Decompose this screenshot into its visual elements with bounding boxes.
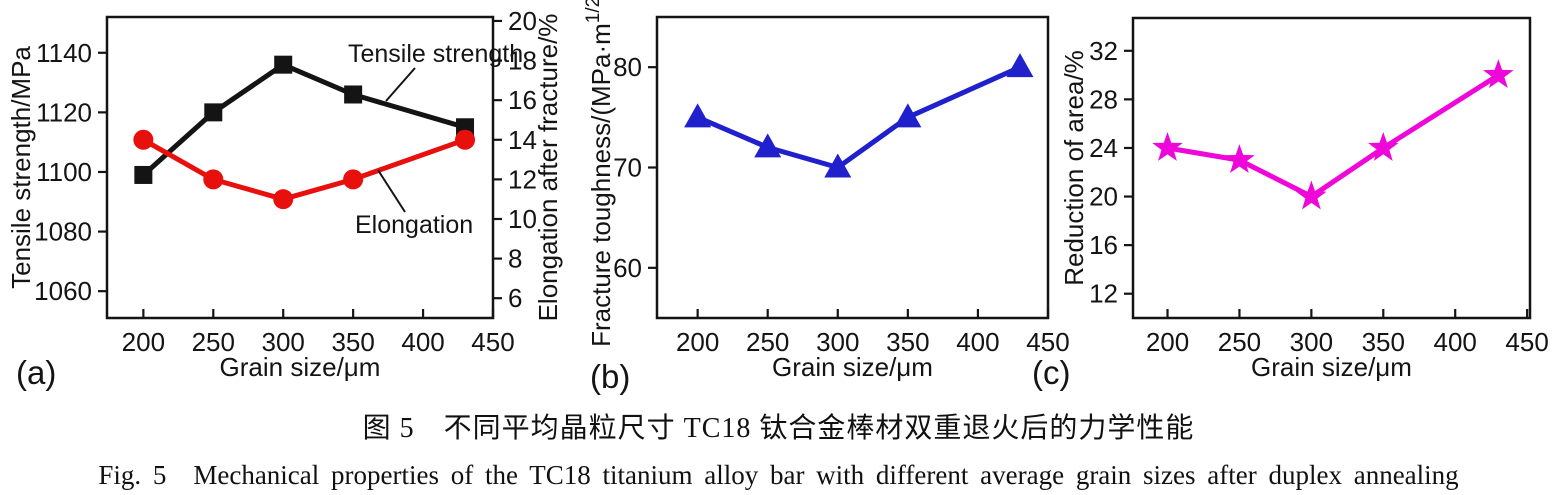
marker-triangle [824, 153, 852, 178]
x-axis-label: Grain size/μm [1251, 352, 1412, 382]
chart-tensile-elongation: 200 250 300 350 400 450 Grain size/μm 1060 1080 1… [6, 6, 563, 391]
x-tick-label: 400 [401, 327, 444, 357]
x-tick-label: 400 [1434, 327, 1477, 357]
series-line-elongation [142, 137, 466, 202]
panel-label: (c) [1032, 354, 1070, 391]
x-tick-label: 350 [331, 327, 374, 357]
annotation-leader-line [385, 67, 416, 102]
y-tick-label: 8 [508, 244, 522, 274]
y-axis-label: Fracture toughness/(MPa·m1/2) [583, 0, 616, 347]
y-tick-label: 6 [508, 283, 522, 313]
x-tick-label: 250 [192, 327, 235, 357]
marker-triangle [684, 103, 712, 128]
marker-star [1296, 180, 1327, 210]
annotation-leader-line [377, 169, 406, 213]
plot-frame [1131, 16, 1532, 320]
series-line-fracture-toughness [696, 64, 1022, 170]
x-tick-label: 350 [886, 327, 929, 357]
y-tick-label: 20 [508, 6, 537, 36]
y-tick-label: 1120 [36, 97, 92, 127]
y-tick-label: 20 [1089, 182, 1118, 212]
marker-star [1368, 132, 1399, 161]
y-tick-label: 80 [613, 52, 642, 82]
marker-circle [203, 169, 224, 190]
x-tick-label: 250 [746, 327, 789, 357]
marker-circle [273, 189, 294, 210]
marker-square [274, 55, 293, 74]
y-tick-label: 1140 [36, 38, 92, 68]
x-tick-label: 350 [1362, 327, 1405, 357]
y-tick-label: 32 [1089, 36, 1118, 66]
y-tick-label: 1100 [36, 157, 92, 187]
y-axis-label: Tensile strength/MPa [6, 46, 36, 289]
y-tick-label: 16 [1089, 230, 1118, 260]
x-tick-label: 450 [1505, 327, 1548, 357]
x-axis-label: Grain size/μm [220, 352, 381, 382]
plot-frame [105, 15, 495, 320]
annotation-label: Elongation [355, 211, 473, 239]
x-tick-label: 450 [471, 327, 514, 357]
x-tick-label: 400 [956, 327, 999, 357]
y-tick-label: 18 [508, 46, 537, 76]
marker-square [204, 103, 223, 122]
x-tick-label: 200 [676, 327, 719, 357]
marker-circle [133, 129, 154, 150]
marker-star [1152, 132, 1183, 161]
y-tick-label: 28 [1089, 84, 1118, 114]
y-tick-label: 16 [508, 85, 537, 115]
y-tick-label: 10 [508, 204, 537, 234]
plot-frame [655, 15, 1050, 320]
x-tick-label: 300 [262, 327, 305, 357]
marker-circle [343, 169, 364, 190]
x-tick-label: 250 [1218, 327, 1261, 357]
y-tick-label: 60 [613, 253, 642, 283]
x-tick-label: 200 [122, 327, 165, 357]
chart-fracture-toughness: 200 250 300 350 400 450 Grain size/μm 60 70 80Fra… [583, 0, 1070, 395]
y-tick-label: 1060 [34, 276, 92, 306]
annotation-label: Tensile strength [348, 40, 523, 68]
y-axis-label: Elongation after fracture/% [533, 14, 563, 322]
marker-circle [455, 129, 476, 150]
series-line-reduction-of-area [1167, 72, 1500, 199]
x-tick-label: 300 [1290, 327, 1333, 357]
y-tick-label: 12 [1089, 279, 1118, 309]
panel-label: (b) [590, 358, 630, 395]
x-tick-label: 450 [1026, 327, 1069, 357]
marker-triangle [1006, 53, 1034, 78]
marker-triangle [754, 133, 782, 158]
y-tick-label: 24 [1089, 133, 1118, 163]
marker-square [134, 165, 153, 184]
y-tick-label: 14 [508, 125, 537, 155]
y-tick-label: 70 [613, 153, 642, 183]
x-tick-label: 300 [816, 327, 859, 357]
marker-triangle [894, 103, 922, 128]
x-tick-label: 200 [1146, 327, 1189, 357]
marker-square [344, 85, 363, 104]
y-axis-label: Reduction of area/% [1059, 50, 1089, 286]
chart-reduction-of-area: 200 250 300 350 400 450 Grain size/μm 12 16 20 24 2… [1032, 16, 1549, 391]
caption-chinese: 图 5 不同平均晶粒尺寸 TC18 钛合金棒材双重退火后的力学性能 [362, 413, 1195, 444]
y-tick-label: 12 [508, 164, 537, 194]
caption-english: Fig. 5 Mechanical properties of the TC18… [98, 460, 1459, 490]
figure-caption: 图 5 不同平均晶粒尺寸 TC18 钛合金棒材双重退火后的力学性能 Fig. 5… [0, 406, 1557, 492]
panel-label: (a) [16, 354, 56, 391]
marker-star [1483, 59, 1514, 88]
x-axis-label: Grain size/μm [772, 352, 933, 382]
y-tick-label: 1080 [34, 217, 92, 247]
charts-row: 200 250 300 350 400 450 Grain size/μm 1060 1080 1… [6, 0, 1549, 395]
marker-star [1224, 144, 1255, 173]
